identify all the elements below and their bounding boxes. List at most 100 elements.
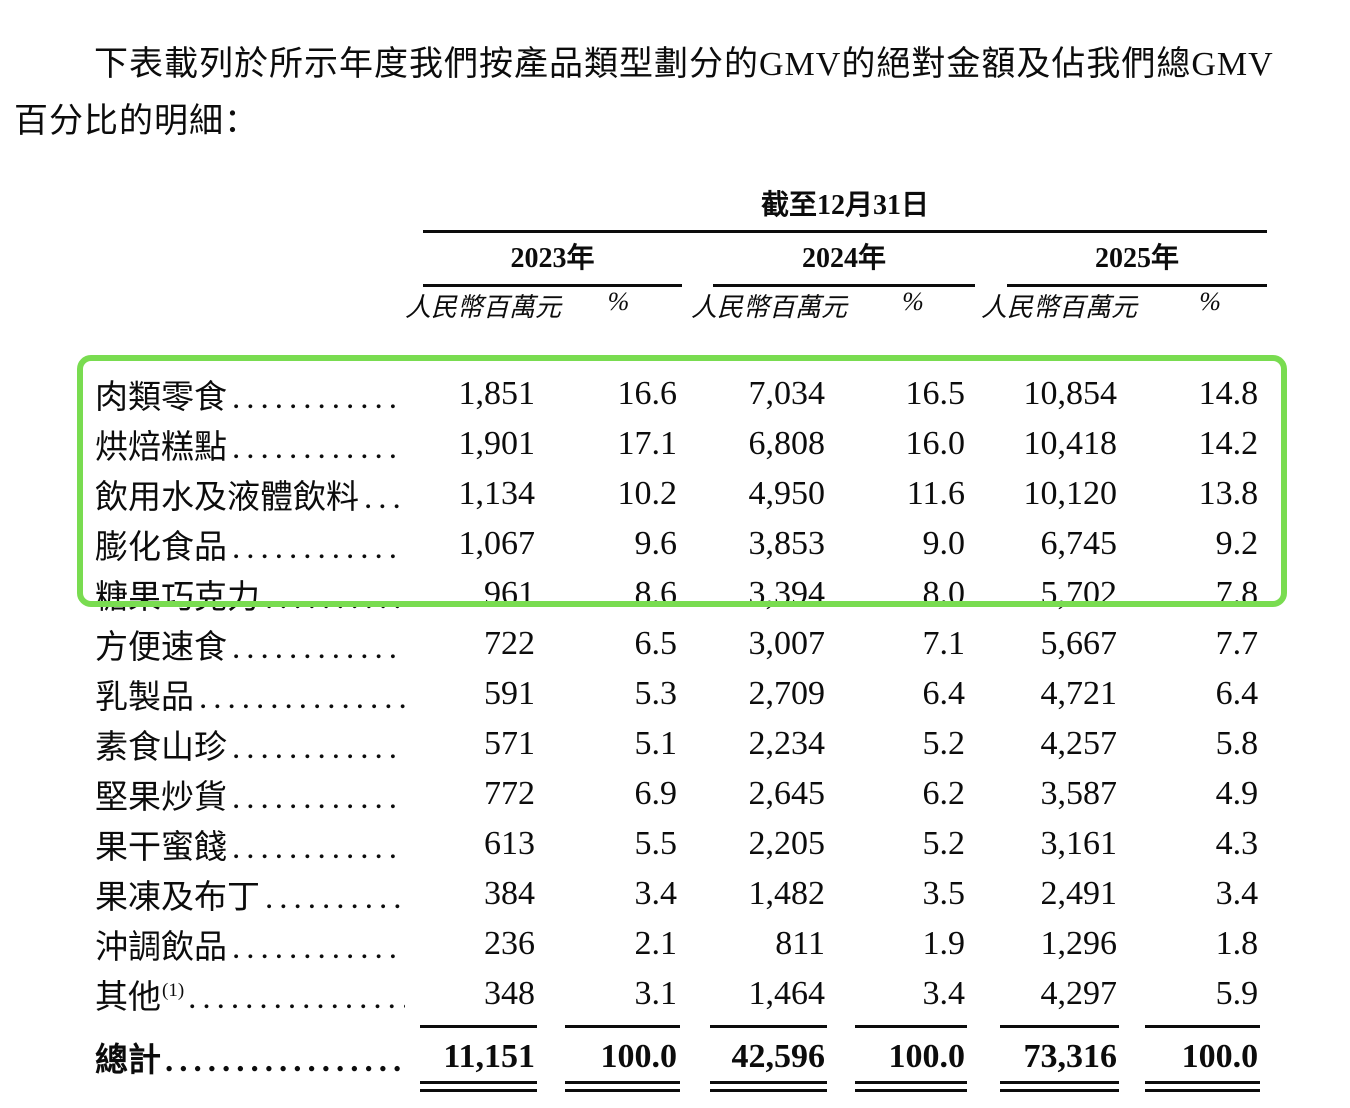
- double-rule: [565, 1081, 680, 1092]
- total-2025-percent: 100.0: [1181, 1038, 1259, 1075]
- cell-2024-amount: 2,645: [748, 775, 826, 812]
- cell-2025-amount: 5,667: [1040, 625, 1118, 662]
- unit-header-row: 人民幣百萬元 % 人民幣百萬元 % 人民幣百萬元 %: [95, 287, 1280, 369]
- dot-leader: ........................................…: [199, 680, 405, 716]
- cell-2025-percent: 3.4: [1215, 875, 1259, 912]
- row-label: 果干蜜餞: [95, 830, 227, 866]
- intro-paragraph: 下表載列於所示年度我們按產品類型劃分的GMV的絕對金額及佔我們總GMV百分比的明…: [14, 46, 1274, 140]
- dot-leader: ........................................…: [165, 1043, 405, 1079]
- cell-2023-percent: 10.2: [617, 475, 678, 512]
- row-label: 果凍及布丁: [95, 880, 260, 916]
- cell-2023-amount: 722: [484, 625, 535, 662]
- period-header: 截至12月31日: [423, 183, 1268, 233]
- cell-2025-amount: 2,491: [1040, 875, 1118, 912]
- cell-2025-percent: 13.8: [1198, 475, 1259, 512]
- cell-2024-amount: 7,034: [748, 375, 826, 412]
- cell-2023-percent: 17.1: [617, 425, 678, 462]
- cell-2025-percent: 1.8: [1215, 925, 1259, 962]
- cell-2023-amount: 961: [484, 575, 535, 612]
- cell-2024-amount: 811: [775, 925, 825, 962]
- column-rule: [565, 1024, 680, 1028]
- total-2024-amount: 42,596: [731, 1038, 826, 1075]
- cell-2025-amount: 6,745: [1040, 525, 1118, 562]
- row-label: 其他: [95, 980, 161, 1016]
- subtotal-rule-row: [95, 1019, 1280, 1033]
- cell-2024-percent: 6.4: [922, 675, 966, 712]
- cell-2025-amount: 10,418: [1023, 425, 1118, 462]
- cell-2024-amount: 2,234: [748, 725, 826, 762]
- cell-2024-amount: 3,394: [748, 575, 826, 612]
- total-double-rule-row: [95, 1081, 1280, 1093]
- cell-2025-amount: 10,854: [1023, 375, 1118, 412]
- table-row: 果干蜜餞 ...................................…: [95, 819, 1280, 869]
- cell-2025-percent: 14.2: [1198, 425, 1259, 462]
- cell-2024-amount: 1,464: [748, 975, 826, 1012]
- unit-header-2024: 人民幣百萬元: [690, 293, 847, 322]
- cell-2023-amount: 613: [484, 825, 535, 862]
- cell-2023-percent: 3.1: [634, 975, 678, 1012]
- cell-2023-amount: 1,067: [458, 525, 536, 562]
- cell-2024-amount: 6,808: [748, 425, 826, 462]
- cell-2023-amount: 591: [484, 675, 535, 712]
- cell-2024-percent: 9.0: [922, 525, 966, 562]
- cell-2025-amount: 4,721: [1040, 675, 1118, 712]
- cell-2024-amount: 1,482: [748, 875, 826, 912]
- percent-header-2025: %: [1199, 287, 1221, 316]
- dot-leader: ........................................…: [232, 830, 405, 866]
- empty-corner-cell: [95, 183, 405, 233]
- cell-2025-percent: 7.7: [1215, 625, 1259, 662]
- cell-2023-percent: 6.9: [634, 775, 678, 812]
- period-header-row: 截至12月31日: [95, 183, 1280, 233]
- cell-2025-percent: 9.2: [1215, 525, 1259, 562]
- total-2023-percent: 100.0: [600, 1038, 678, 1075]
- cell-2025-percent: 4.3: [1215, 825, 1259, 862]
- cell-2023-amount: 1,134: [458, 475, 536, 512]
- total-label: 總計: [95, 1043, 161, 1079]
- cell-2025-percent: 14.8: [1198, 375, 1259, 412]
- cell-2024-amount: 4,950: [748, 475, 826, 512]
- cell-2023-amount: 236: [484, 925, 535, 962]
- table-row: 方便速食 ...................................…: [95, 619, 1280, 669]
- cell-2023-amount: 348: [484, 975, 535, 1012]
- table-body: 肉類零食 ...................................…: [95, 369, 1280, 1019]
- unit-header-2023: 人民幣百萬元: [405, 293, 562, 322]
- cell-2024-percent: 11.6: [906, 475, 965, 512]
- double-rule: [855, 1081, 967, 1092]
- total-2025-amount: 73,316: [1023, 1038, 1118, 1075]
- dot-leader: ........................................…: [232, 780, 405, 816]
- double-rule: [1145, 1081, 1261, 1092]
- cell-2023-percent: 9.6: [634, 525, 678, 562]
- column-rule: [855, 1024, 967, 1028]
- row-label: 糖果巧克力: [95, 580, 260, 616]
- cell-2023-percent: 8.6: [634, 575, 678, 612]
- year-header-2024: 2024年: [713, 236, 975, 287]
- total-2024-percent: 100.0: [888, 1038, 966, 1075]
- cell-2023-percent: 6.5: [634, 625, 678, 662]
- column-rule: [710, 1024, 827, 1028]
- dot-leader: ........................................…: [232, 380, 405, 416]
- cell-2025-amount: 3,587: [1040, 775, 1118, 812]
- cell-2024-percent: 5.2: [922, 725, 966, 762]
- cell-2023-amount: 1,901: [458, 425, 536, 462]
- column-rule: [1000, 1024, 1119, 1028]
- cell-2024-percent: 7.1: [922, 625, 966, 662]
- year-header-row: 2023年 2024年 2025年: [95, 233, 1280, 287]
- dot-leader: ........................................…: [364, 480, 405, 516]
- cell-2024-amount: 3,853: [748, 525, 826, 562]
- dot-leader: ........................................…: [265, 880, 405, 916]
- row-label: 素食山珍: [95, 730, 227, 766]
- total-2023-amount: 11,151: [443, 1038, 535, 1075]
- table-row: 堅果炒貨 ...................................…: [95, 769, 1280, 819]
- row-label: 肉類零食: [95, 380, 227, 416]
- dot-leader: ........................................…: [232, 530, 405, 566]
- table-row: 果凍及布丁 ..................................…: [95, 869, 1280, 919]
- dot-leader: ........................................…: [232, 430, 405, 466]
- cell-2023-amount: 384: [484, 875, 535, 912]
- dot-leader: ........................................…: [188, 980, 405, 1016]
- cell-2025-percent: 5.8: [1215, 725, 1259, 762]
- row-footnote-superscript: (1): [162, 980, 185, 1001]
- year-header-2023: 2023年: [423, 236, 682, 287]
- table-row: 飲用水及液體飲料 ...............................…: [95, 469, 1280, 519]
- dot-leader: ........................................…: [232, 630, 405, 666]
